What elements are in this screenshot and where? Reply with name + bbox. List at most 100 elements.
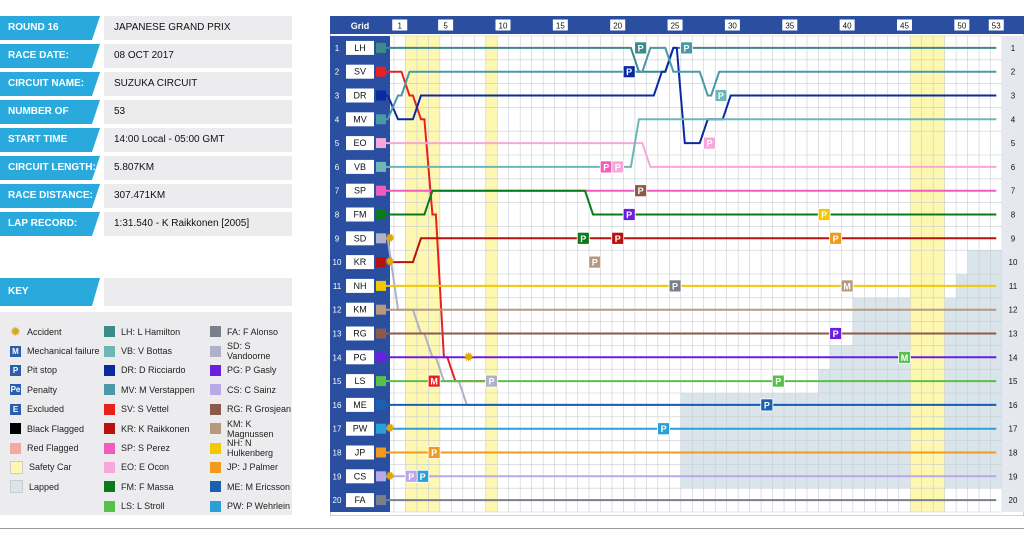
pit-stop-marker xyxy=(703,136,716,150)
color-swatch xyxy=(104,326,115,338)
key-item: CS: C Sainz xyxy=(210,380,292,399)
key-item: SP: S Perez xyxy=(104,438,195,457)
pit-stop-marker xyxy=(817,208,831,221)
lap-tick-box xyxy=(551,18,569,32)
event-marker-label: P xyxy=(638,186,644,196)
accident-icon: ✹ xyxy=(385,230,396,245)
info-value: 14:00 Local - 05:00 GMT xyxy=(104,128,292,152)
position-number-left: 17 xyxy=(333,425,342,434)
position-number-bg xyxy=(330,464,344,489)
series-line xyxy=(386,142,997,168)
key-label: Red Flagged xyxy=(27,443,79,454)
position-number-right: 11 xyxy=(1009,282,1018,291)
event-marker-label: P xyxy=(775,377,781,387)
event-marker-label: P xyxy=(408,472,414,482)
info-label: NUMBER OF LAPS: xyxy=(0,100,100,124)
event-marker-label: P xyxy=(638,43,644,53)
color-swatch xyxy=(10,442,21,454)
grid-code-bg xyxy=(346,445,374,460)
key-label: Mechanical failure xyxy=(27,346,100,357)
grid-code-bg xyxy=(346,350,374,365)
pit-stop-marker xyxy=(634,41,648,55)
lap-header-bg xyxy=(390,16,1024,34)
position-number-bg xyxy=(330,488,344,512)
position-number-left: 7 xyxy=(335,187,340,196)
grid-driver-color xyxy=(376,185,386,196)
event-marker-label: M xyxy=(901,353,909,363)
pit-stop-marker xyxy=(657,422,670,436)
key-item: KR: K Raikkonen xyxy=(104,419,195,438)
lap-tick-box xyxy=(437,18,455,32)
grid-driver-color xyxy=(376,280,386,291)
color-swatch xyxy=(104,442,115,454)
color-swatch xyxy=(104,384,115,396)
accident-icon: ✹ xyxy=(385,468,396,483)
position-number-left: 5 xyxy=(335,139,340,148)
grid-driver-color xyxy=(376,90,386,101)
key-item: Pe Penalty xyxy=(10,380,100,399)
key-item: M Mechanical failure xyxy=(10,341,100,360)
key-label: Black Flagged xyxy=(27,423,85,434)
pit-stop-marker xyxy=(634,184,648,198)
grid-driver-code: JP xyxy=(355,448,366,458)
bottom-divider xyxy=(0,528,1024,529)
color-swatch xyxy=(104,423,115,435)
grid-code-bg xyxy=(346,231,374,246)
key-item: Red Flagged xyxy=(10,438,100,457)
grid-code-bg xyxy=(346,159,374,174)
position-number-bg xyxy=(330,202,344,227)
position-number-bg xyxy=(330,345,344,370)
key-label: Lapped xyxy=(29,481,60,492)
key-label: NH: N Hulkenberg xyxy=(227,438,274,459)
pit-stop-marker xyxy=(611,160,625,174)
color-swatch xyxy=(104,403,115,415)
lap-tick-label: 30 xyxy=(728,22,737,31)
color-swatch xyxy=(104,500,115,512)
position-number-left: 15 xyxy=(333,377,342,386)
lap-tick-label: 40 xyxy=(843,22,852,31)
key-label: VB: V Bottas xyxy=(121,346,173,357)
event-marker-label: P xyxy=(684,43,690,53)
key-label: LH: L Hamilton xyxy=(121,326,181,337)
info-value: 5.807KM xyxy=(104,156,292,180)
color-swatch xyxy=(210,345,221,357)
grid-driver-color xyxy=(376,209,386,220)
key-label: Penalty xyxy=(27,384,58,395)
pit-stop-marker xyxy=(588,255,602,269)
position-number-left: 8 xyxy=(335,211,340,220)
info-row: NUMBER OF LAPS:53 xyxy=(0,100,292,124)
key-letter-icon: Pe xyxy=(10,384,21,396)
key-label: KR: K Raikkonen xyxy=(121,423,190,434)
key-item: E Excluded xyxy=(10,400,100,419)
position-number-left: 2 xyxy=(335,68,340,77)
color-swatch xyxy=(210,403,221,415)
grid-driver-code: EO xyxy=(353,138,366,148)
key-panel: ✹ Accident M Mechanical failure P Pit stop Pe P… xyxy=(0,312,292,515)
grid-driver-color xyxy=(376,66,386,77)
accident-icon: ✹ xyxy=(385,254,396,269)
pit-stop-marker xyxy=(829,231,843,245)
lap-tick-label: 53 xyxy=(992,22,1001,31)
grid-driver-code: NH xyxy=(354,281,367,291)
position-number-right: 20 xyxy=(1009,496,1018,505)
grid-header-bg xyxy=(330,16,390,34)
key-title-strip xyxy=(104,278,292,306)
position-number-right: 18 xyxy=(1009,449,1018,458)
grid-code-bg xyxy=(346,493,374,508)
position-number-right: 13 xyxy=(1009,330,1018,339)
color-swatch xyxy=(210,481,221,493)
position-number-bg xyxy=(330,393,344,417)
key-item: KM: K Magnussen xyxy=(210,419,292,439)
position-number-bg xyxy=(330,131,344,155)
lap-tick-label: 10 xyxy=(499,22,508,31)
position-number-right: 6 xyxy=(1011,163,1016,172)
position-number-bg xyxy=(330,178,344,203)
key-letter-icon: P xyxy=(10,364,21,376)
position-number-right-bg xyxy=(1002,488,1024,512)
grid-driver-code: SP xyxy=(354,186,366,196)
pit-stop-marker xyxy=(611,231,625,245)
position-number-right-bg xyxy=(1002,250,1024,274)
accident-icon: ✹ xyxy=(463,349,474,364)
grid-driver-color xyxy=(376,233,386,244)
grid-driver-color xyxy=(376,138,386,149)
